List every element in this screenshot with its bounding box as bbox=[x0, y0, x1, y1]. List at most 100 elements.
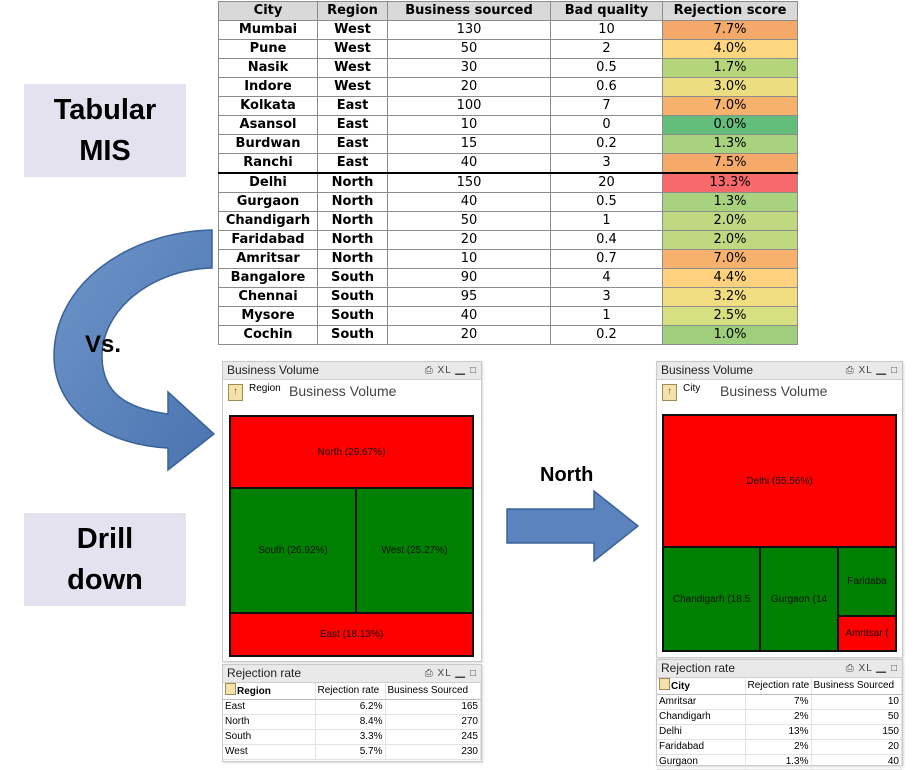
drill-label-line1: Drill bbox=[76, 523, 134, 555]
bad-quality-cell: 0.7 bbox=[550, 249, 663, 269]
business-cell: 50 bbox=[387, 39, 551, 59]
treemap-cell-east[interactable]: East (18.13%) bbox=[229, 612, 474, 657]
table-row[interactable]: Gurgaon 1.3% 40 bbox=[657, 754, 902, 770]
treemap-label-gurgaon: Gurgaon (14 bbox=[770, 593, 828, 605]
table-row: Gurgaon North 40 0.5 1.3% bbox=[218, 192, 798, 212]
region-cell: East bbox=[317, 153, 388, 174]
rejection-score-cell: 1.3% bbox=[662, 192, 798, 212]
treemap-cell-chandigarh[interactable]: Chandigarh (18.5 bbox=[662, 546, 761, 652]
table-row[interactable]: South 3.3% 245 bbox=[223, 729, 481, 745]
bad-quality-cell: 3 bbox=[550, 153, 663, 174]
rate-cell: 1.3% bbox=[745, 754, 812, 770]
business-cell: 245 bbox=[385, 729, 481, 745]
business-cell: 10 bbox=[811, 694, 902, 710]
tabular-label-line2: MIS bbox=[79, 135, 131, 167]
table-row: Bangalore South 90 4 4.4% bbox=[218, 268, 798, 288]
left-drill-field: Region bbox=[249, 383, 281, 394]
city-cell: Pune bbox=[218, 39, 318, 59]
table-row[interactable]: Delhi 13% 150 bbox=[657, 724, 902, 740]
drill-up-icon[interactable]: ↑ bbox=[228, 384, 243, 401]
treemap-cell-south[interactable]: South (26.92%) bbox=[229, 487, 357, 614]
left-rt-header-business[interactable]: Business Sourced bbox=[385, 683, 481, 700]
treemap-cell-amritsar[interactable]: Amritsar ( bbox=[837, 615, 897, 652]
name-cell: Faridabad bbox=[657, 739, 746, 755]
treemap-cell-west[interactable]: West (25.27%) bbox=[355, 487, 474, 614]
business-cell: 230 bbox=[385, 744, 481, 760]
bad-quality-cell: 0.6 bbox=[550, 77, 663, 97]
header-bad-quality: Bad quality bbox=[550, 1, 663, 21]
left-rejection-title-bar: Rejection rate ⎙ XL ▁ □ bbox=[223, 665, 481, 683]
business-cell: 100 bbox=[387, 96, 551, 116]
region-cell: South bbox=[317, 287, 388, 307]
city-cell: Gurgaon bbox=[218, 192, 318, 212]
region-cell: South bbox=[317, 306, 388, 326]
name-cell: North bbox=[223, 714, 316, 730]
business-cell: 40 bbox=[811, 754, 902, 770]
business-cell: 15 bbox=[387, 134, 551, 154]
right-rejection-controls[interactable]: ⎙ XL ▁ □ bbox=[845, 663, 898, 674]
north-label: North bbox=[540, 464, 594, 486]
table-row[interactable]: Chandigarh 2% 50 bbox=[657, 709, 902, 725]
treemap-cell-north[interactable]: North (29.67%) bbox=[229, 415, 474, 489]
table-row[interactable]: Faridabad 2% 20 bbox=[657, 739, 902, 755]
treemap-cell-gurgaon[interactable]: Gurgaon (14 bbox=[759, 546, 839, 652]
right-drill-row: ↑ City Business Volume bbox=[657, 380, 902, 404]
right-rt-header-rate[interactable]: Rejection rate bbox=[745, 678, 812, 695]
table-row[interactable]: North 8.4% 270 bbox=[223, 714, 481, 730]
drill-up-icon bbox=[659, 678, 670, 690]
bad-quality-cell: 20 bbox=[550, 172, 663, 193]
right-panel-title-bar: Business Volume ⎙ XL ▁ □ bbox=[657, 362, 902, 380]
rejection-score-cell: 4.0% bbox=[662, 39, 798, 59]
business-cell: 30 bbox=[387, 58, 551, 78]
business-cell: 95 bbox=[387, 287, 551, 307]
left-rt-header-region[interactable]: Region bbox=[223, 683, 316, 700]
rejection-score-cell: 13.3% bbox=[662, 172, 798, 193]
rate-cell: 2% bbox=[745, 709, 812, 725]
rate-cell: 13% bbox=[745, 724, 812, 740]
bad-quality-cell: 1 bbox=[550, 306, 663, 326]
left-rejection-controls[interactable]: ⎙ XL ▁ □ bbox=[424, 668, 477, 679]
city-cell: Chennai bbox=[218, 287, 318, 307]
treemap-label-east: East (18.13%) bbox=[319, 629, 384, 640]
table-row: Delhi North 150 20 13.3% bbox=[218, 172, 798, 193]
tabular-label-line1: Tabular bbox=[53, 94, 157, 126]
rejection-score-cell: 2.5% bbox=[662, 306, 798, 326]
treemap-label-south: South (26.92%) bbox=[258, 545, 328, 556]
table-header-row: City Region Business sourced Bad quality… bbox=[218, 1, 798, 21]
tabular-mis-label: Tabular MIS bbox=[24, 84, 186, 177]
drill-up-icon[interactable]: ↑ bbox=[662, 384, 677, 401]
name-cell: Chandigarh bbox=[657, 709, 746, 725]
right-panel-controls[interactable]: ⎙ XL ▁ □ bbox=[845, 365, 898, 376]
table-row: Faridabad North 20 0.4 2.0% bbox=[218, 230, 798, 250]
city-cell: Burdwan bbox=[218, 134, 318, 154]
left-rt-header-rate[interactable]: Rejection rate bbox=[315, 683, 386, 700]
treemap-cell-faridabad[interactable]: Faridaba bbox=[837, 546, 897, 617]
rate-cell: 3.3% bbox=[315, 729, 386, 745]
rejection-score-cell: 3.2% bbox=[662, 287, 798, 307]
treemap-label-faridabad: Faridaba bbox=[847, 576, 887, 587]
left-chart-title: Business Volume bbox=[289, 383, 397, 399]
name-cell: Delhi bbox=[657, 724, 746, 740]
right-rt-header-business[interactable]: Business Sourced bbox=[811, 678, 902, 695]
left-drill-row: ↑ Region Business Volume bbox=[223, 380, 481, 404]
table-row: Burdwan East 15 0.2 1.3% bbox=[218, 134, 798, 154]
rejection-score-cell: 7.7% bbox=[662, 20, 798, 40]
treemap-cell-delhi[interactable]: Delhi (55.56%) bbox=[662, 414, 897, 548]
bad-quality-cell: 4 bbox=[550, 268, 663, 288]
left-panel-controls[interactable]: ⎙ XL ▁ □ bbox=[424, 365, 477, 376]
right-drill-field: City bbox=[683, 383, 701, 394]
table-row[interactable]: East 6.2% 165 bbox=[223, 699, 481, 715]
right-rt-header-city[interactable]: City bbox=[657, 678, 746, 695]
header-city: City bbox=[218, 1, 318, 21]
rejection-score-cell: 0.0% bbox=[662, 115, 798, 135]
business-cell: 20 bbox=[811, 739, 902, 755]
rejection-score-cell: 3.0% bbox=[662, 77, 798, 97]
rejection-score-cell: 7.5% bbox=[662, 153, 798, 174]
table-row[interactable]: West 5.7% 230 bbox=[223, 744, 481, 760]
region-cell: North bbox=[317, 230, 388, 250]
table-row: Pune West 50 2 4.0% bbox=[218, 39, 798, 59]
table-row[interactable]: Amritsar 7% 10 bbox=[657, 694, 902, 710]
rejection-score-cell: 1.3% bbox=[662, 134, 798, 154]
region-cell: North bbox=[317, 172, 388, 193]
drill-label-line2: down bbox=[67, 564, 143, 596]
